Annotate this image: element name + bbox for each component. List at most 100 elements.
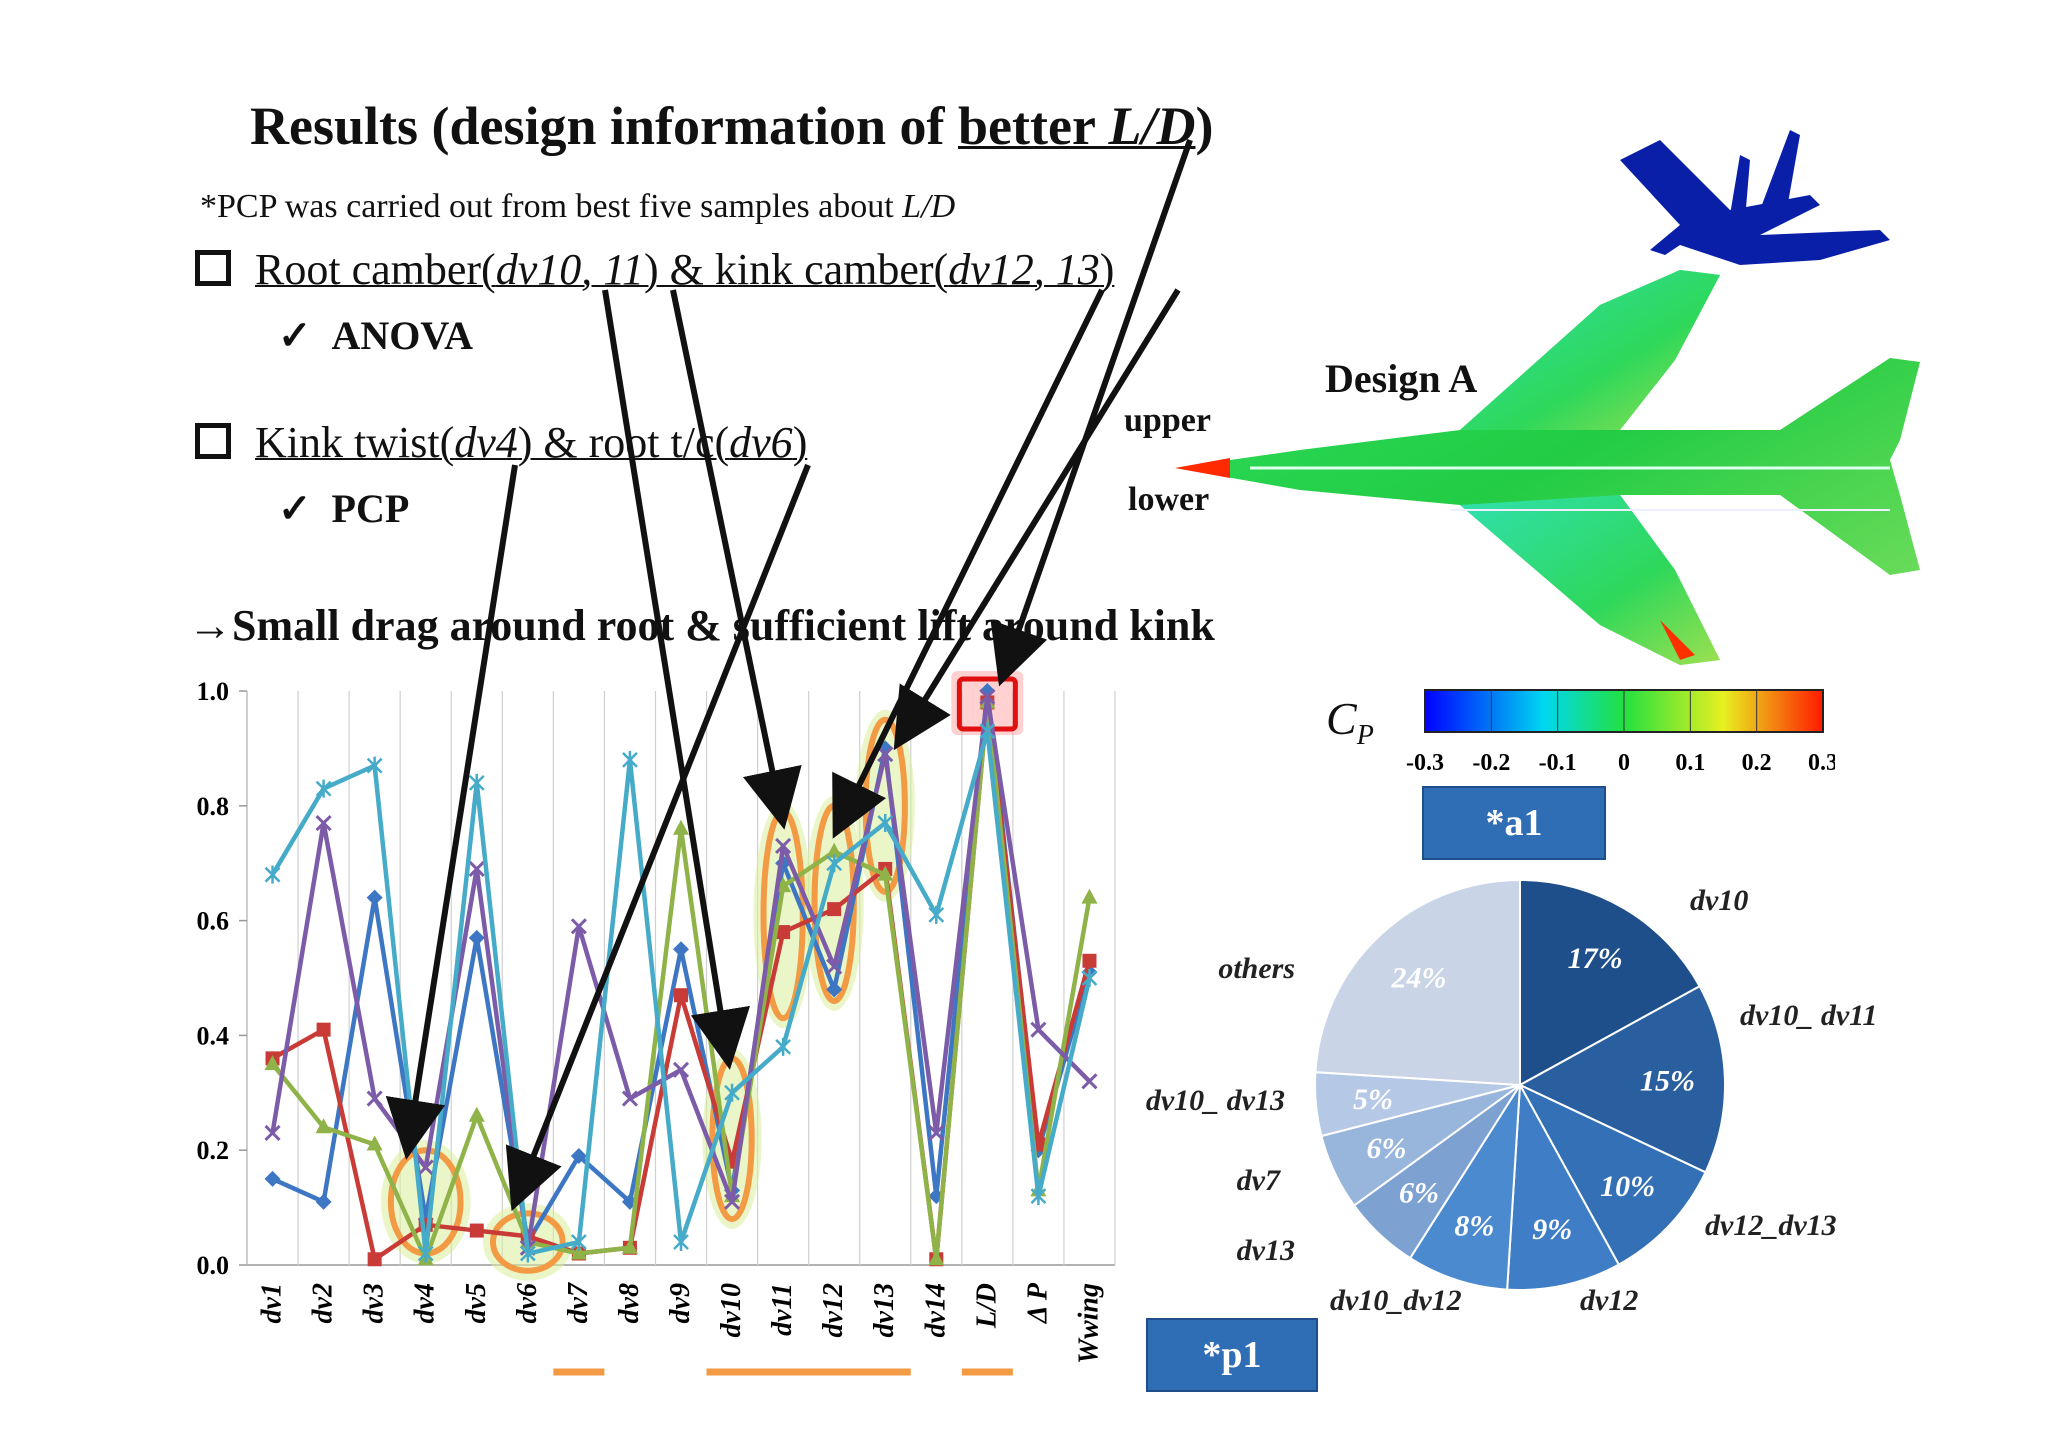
x-tick-label: dv7 xyxy=(563,1282,594,1323)
pie-slice-dv10 xyxy=(1519,878,1702,1087)
data-point xyxy=(826,981,843,998)
data-point xyxy=(673,941,689,958)
lower-label: lower xyxy=(1128,481,1210,518)
pie-legend-label: dv10 xyxy=(1690,884,1748,917)
data-point xyxy=(264,1055,281,1071)
data-point xyxy=(775,837,792,855)
x-tick-label: dv2 xyxy=(308,1283,339,1323)
pie-percent-label: 5% xyxy=(1353,1083,1393,1116)
pie-percent-label: 6% xyxy=(1399,1177,1439,1210)
data-point xyxy=(877,865,894,881)
x-tick-label: Δ P xyxy=(1022,1282,1053,1324)
data-point xyxy=(1030,1021,1047,1038)
highlight-ellipse-dv6 xyxy=(490,1210,566,1274)
data-point xyxy=(621,1238,638,1254)
checkmark-icon: ✓ xyxy=(278,486,312,531)
check-pcp: ✓ PCP xyxy=(278,486,410,531)
colorbar-tick-label: -0.3 xyxy=(1406,750,1444,776)
data-point xyxy=(315,779,332,798)
data-point xyxy=(723,1193,741,1210)
bullet-twist: Kink twist(dv4) & root t/c(dv6) xyxy=(195,417,807,468)
y-tick-label: 0.8 xyxy=(197,792,230,821)
pie-percent-label: 10% xyxy=(1600,1170,1655,1203)
aircraft-figure xyxy=(1175,130,1920,665)
x-tick-label: Wwing xyxy=(1073,1283,1104,1364)
data-point xyxy=(366,1135,383,1151)
highlight-glow xyxy=(380,1140,471,1264)
arrow-dv13 xyxy=(893,288,1181,751)
pie-legend-label: dv12 xyxy=(1580,1284,1638,1317)
data-point xyxy=(264,1170,281,1187)
y-tick-label: 0.2 xyxy=(197,1136,230,1165)
data-point xyxy=(468,773,485,792)
pie-slice-dv12 xyxy=(1506,1081,1621,1291)
data-point xyxy=(468,929,485,946)
pcp-chart: 0.0 0.2 0.4 0.6 0.8 1.0 dv1 dv2 dv3 dv4 dv5 dv6 dv7 d… xyxy=(197,671,1116,1376)
arrow-dv10-b xyxy=(670,289,802,830)
data-point xyxy=(570,918,587,935)
data-point xyxy=(570,1233,587,1252)
data-point xyxy=(928,905,945,924)
arrow-dv12 xyxy=(832,288,1105,839)
checkmark-icon: ✓ xyxy=(278,313,312,358)
x-tick-label: dv11 xyxy=(767,1283,798,1336)
bullet-camber: Root camber(dv10, 11) & kink camber(dv12… xyxy=(195,244,1114,295)
x-tick-label: dv9 xyxy=(665,1283,696,1323)
anova-pie-chart: 17% dv10 15% dv10_ dv11 10% dv12_dv13 9% dv12 8%… xyxy=(1146,878,1877,1317)
isometric-aircraft-icon xyxy=(1620,130,1890,265)
cp-colorbar: -0.3 -0.2 -0.1 0 0.1 0.2 0.3 xyxy=(1406,689,1835,776)
colorbar-tick-label: 0.2 xyxy=(1742,750,1772,776)
data-point xyxy=(366,1090,383,1107)
x-tick-label: dv6 xyxy=(512,1283,543,1323)
colorbar-tick-label: -0.1 xyxy=(1539,750,1577,776)
check-anova: ✓ ANOVA xyxy=(278,313,474,358)
data-point xyxy=(1082,953,1097,968)
data-point xyxy=(1081,1073,1098,1090)
data-point xyxy=(776,925,791,940)
design-label: Design A xyxy=(1325,356,1478,401)
x-tick-label: dv10 xyxy=(716,1283,747,1337)
data-point xyxy=(417,1159,434,1176)
data-point xyxy=(674,988,688,1003)
y-tick-label: 0.6 xyxy=(197,907,230,936)
slide-title: Results (design information of better L/… xyxy=(250,96,1214,156)
data-point xyxy=(468,1106,485,1122)
x-tick-label: dv14 xyxy=(920,1283,951,1337)
data-point xyxy=(877,746,894,763)
data-point xyxy=(264,1124,281,1142)
data-point xyxy=(366,756,383,775)
pie-slice-dv10-dv12 xyxy=(1408,1084,1521,1291)
data-point xyxy=(570,1244,587,1260)
pie-legend-label: dv10_ dv13 xyxy=(1146,1084,1285,1117)
arrow-ld xyxy=(990,139,1193,687)
data-point xyxy=(621,1090,639,1107)
data-point xyxy=(469,1223,484,1238)
data-point xyxy=(827,902,842,917)
colorbar-tick-label: 0 xyxy=(1618,750,1630,776)
x-tick-label: dv13 xyxy=(869,1283,900,1337)
data-point xyxy=(1030,1187,1047,1206)
pcp-note: *PCP was carried out from best five samp… xyxy=(200,188,956,225)
pie-percent-label: 24% xyxy=(1390,961,1446,994)
cp-symbol: CP xyxy=(1326,693,1374,752)
data-point xyxy=(826,958,843,975)
data-point xyxy=(468,860,485,878)
data-point xyxy=(1081,969,1098,987)
data-point xyxy=(979,683,996,699)
colorbar-tick-label: -0.2 xyxy=(1472,750,1510,776)
pie-legend-label: dv12_dv13 xyxy=(1705,1209,1837,1242)
square-bullet-icon xyxy=(195,250,231,286)
pie-percent-label: 17% xyxy=(1568,942,1623,975)
x-tick-label: dv8 xyxy=(614,1283,645,1323)
arrow-dv10-a xyxy=(602,289,751,1070)
data-point xyxy=(519,1244,536,1263)
colorbar-tick-label: 0.3 xyxy=(1808,750,1835,776)
pie-percent-label: 9% xyxy=(1532,1213,1572,1246)
colorbar-tick-label: 0.1 xyxy=(1675,750,1705,776)
pie-percent-label: 8% xyxy=(1454,1209,1494,1242)
pie-legend-label: dv10_dv12 xyxy=(1330,1284,1462,1317)
pie-legend-label: dv13 xyxy=(1237,1234,1295,1267)
cp-aircraft-contour xyxy=(1175,270,1920,665)
data-point xyxy=(979,722,996,741)
